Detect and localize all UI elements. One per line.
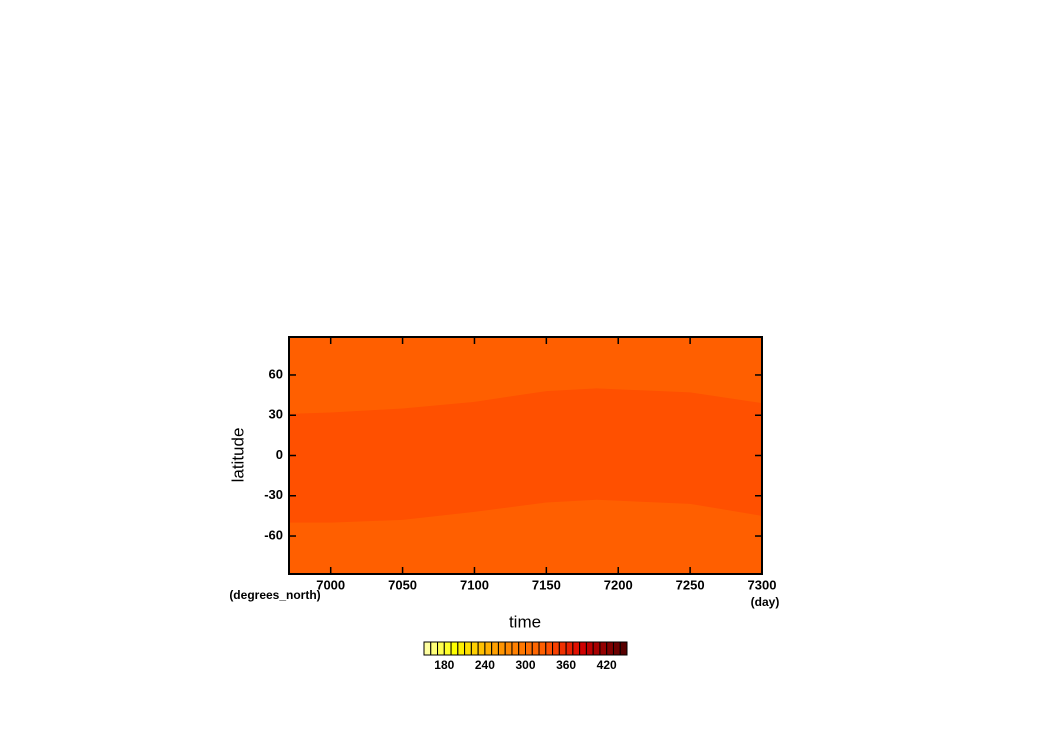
y-tick-label: -30 (264, 487, 283, 502)
y-tick-label: 0 (276, 447, 283, 462)
colorbar-box (470, 641, 479, 656)
y-tick-label: -60 (264, 527, 283, 542)
colorbar-box (538, 641, 547, 656)
y-tick-label: 30 (269, 407, 283, 422)
colorbar-label: 360 (556, 658, 576, 672)
colorbar-box (619, 641, 628, 656)
x-tick-label: 7150 (532, 577, 561, 592)
colorbar-box (511, 641, 520, 656)
colorbar-box (464, 641, 472, 656)
colorbar-box (606, 641, 614, 656)
x-tick-label: 7250 (676, 577, 705, 592)
colorbar-box (423, 641, 432, 656)
colorbar-label: 420 (597, 658, 617, 672)
colorbar-label: 300 (515, 658, 535, 672)
colorbar-box (572, 641, 581, 656)
colorbar-box (504, 641, 513, 656)
colorbar-box (491, 641, 499, 656)
y-tick-label: 60 (269, 366, 283, 381)
colorbar-box (525, 641, 533, 656)
colorbar-box (579, 641, 587, 656)
colorbar-box (531, 641, 540, 656)
colorbar-box (552, 641, 560, 656)
x-tick-label: 7300 (748, 577, 777, 592)
colorbar-box (450, 641, 459, 656)
colorbar-box (443, 641, 452, 656)
colorbar-box (430, 641, 439, 656)
x-tick-label: 7200 (604, 577, 633, 592)
colorbar-box (592, 641, 601, 656)
y-axis-label: latitude (228, 428, 247, 483)
colorbar-label: 180 (434, 658, 454, 672)
colorbar-box (558, 641, 567, 656)
colorbar-box (497, 641, 506, 656)
y-axis-units: (degrees_north) (229, 588, 320, 602)
colorbar-box (565, 641, 574, 656)
colorbar-box (585, 641, 594, 656)
colorbar-label: 240 (475, 658, 495, 672)
colorbar-box (437, 641, 445, 656)
x-axis-label: time (509, 612, 541, 631)
colorbar-box (545, 641, 554, 656)
x-tick-label: 7000 (316, 577, 345, 592)
colorbar-box (599, 641, 608, 656)
x-axis-units: (day) (751, 595, 780, 609)
colorbar-box (484, 641, 493, 656)
x-tick-label: 7100 (460, 577, 489, 592)
colorbar-box (457, 641, 466, 656)
colorbar-box (518, 641, 527, 656)
x-tick-label: 7050 (388, 577, 417, 592)
colorbar-box (477, 641, 486, 656)
colorbar-box (612, 641, 621, 656)
contour-region (289, 388, 762, 523)
